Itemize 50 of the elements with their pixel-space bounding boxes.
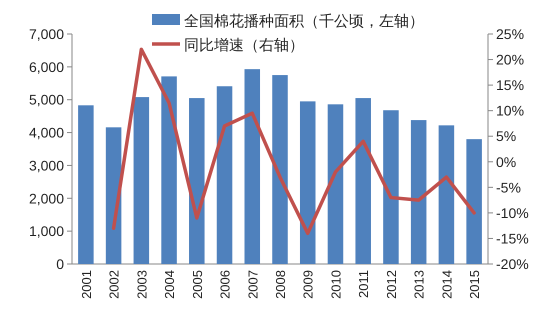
y-tick-label: 6,000 xyxy=(28,58,64,75)
y-tick-label: 4,000 xyxy=(28,124,64,141)
x-tick-label: 2012 xyxy=(384,270,399,299)
y2-tick-label: 25% xyxy=(496,26,524,42)
x-tick-label: 2014 xyxy=(439,270,454,299)
x-tick-label: 2006 xyxy=(218,270,233,299)
y-tick-label: 5,000 xyxy=(28,92,64,108)
bar xyxy=(355,98,371,264)
y2-tick-label: -20% xyxy=(496,256,529,272)
x-tick-label: 2009 xyxy=(300,270,316,299)
x-tick-label: 2011 xyxy=(356,270,372,298)
y2-tick-label: -15% xyxy=(496,230,529,246)
y2-tick-label: 0% xyxy=(496,154,516,170)
x-tick-label: 2015 xyxy=(467,270,482,299)
legend-label: 同比增速（右轴） xyxy=(184,37,304,54)
bar xyxy=(189,98,205,264)
y2-tick-label: 10% xyxy=(496,102,524,119)
bar xyxy=(272,75,288,264)
y-tick-label: 3,000 xyxy=(28,157,64,174)
y2-tick-label: -5% xyxy=(496,179,521,196)
x-tick-label: 2003 xyxy=(134,270,150,299)
y-tick-label: 7,000 xyxy=(28,26,64,42)
bar xyxy=(328,104,344,264)
x-tick-label: 2005 xyxy=(190,270,205,299)
y-tick-label: 2,000 xyxy=(28,190,64,206)
x-tick-label: 2007 xyxy=(245,270,260,299)
bar xyxy=(300,101,316,264)
y-tick-label: 0 xyxy=(56,256,64,272)
x-tick-label: 2008 xyxy=(273,270,288,299)
bar xyxy=(161,76,177,264)
bar xyxy=(134,97,150,264)
bar xyxy=(78,105,94,264)
x-tick-label: 2002 xyxy=(106,270,122,299)
x-tick-label: 2001 xyxy=(78,270,94,299)
bar xyxy=(410,120,426,264)
x-tick-label: 2010 xyxy=(328,270,344,299)
y2-tick-label: 15% xyxy=(496,77,524,94)
bar xyxy=(438,125,454,264)
y2-tick-label: 20% xyxy=(496,52,524,68)
x-tick-label: 2004 xyxy=(162,270,178,299)
y-tick-label: 1,000 xyxy=(28,223,64,240)
bar xyxy=(466,139,482,264)
bar xyxy=(383,110,399,264)
bar xyxy=(244,69,260,264)
bar xyxy=(106,127,122,264)
y2-tick-label: 5% xyxy=(496,128,516,144)
x-tick-label: 2013 xyxy=(412,270,427,299)
bar xyxy=(216,86,232,264)
y2-tick-label: -10% xyxy=(496,204,529,221)
legend-label: 全国棉花播种面积（千公顷，左轴） xyxy=(184,13,424,30)
